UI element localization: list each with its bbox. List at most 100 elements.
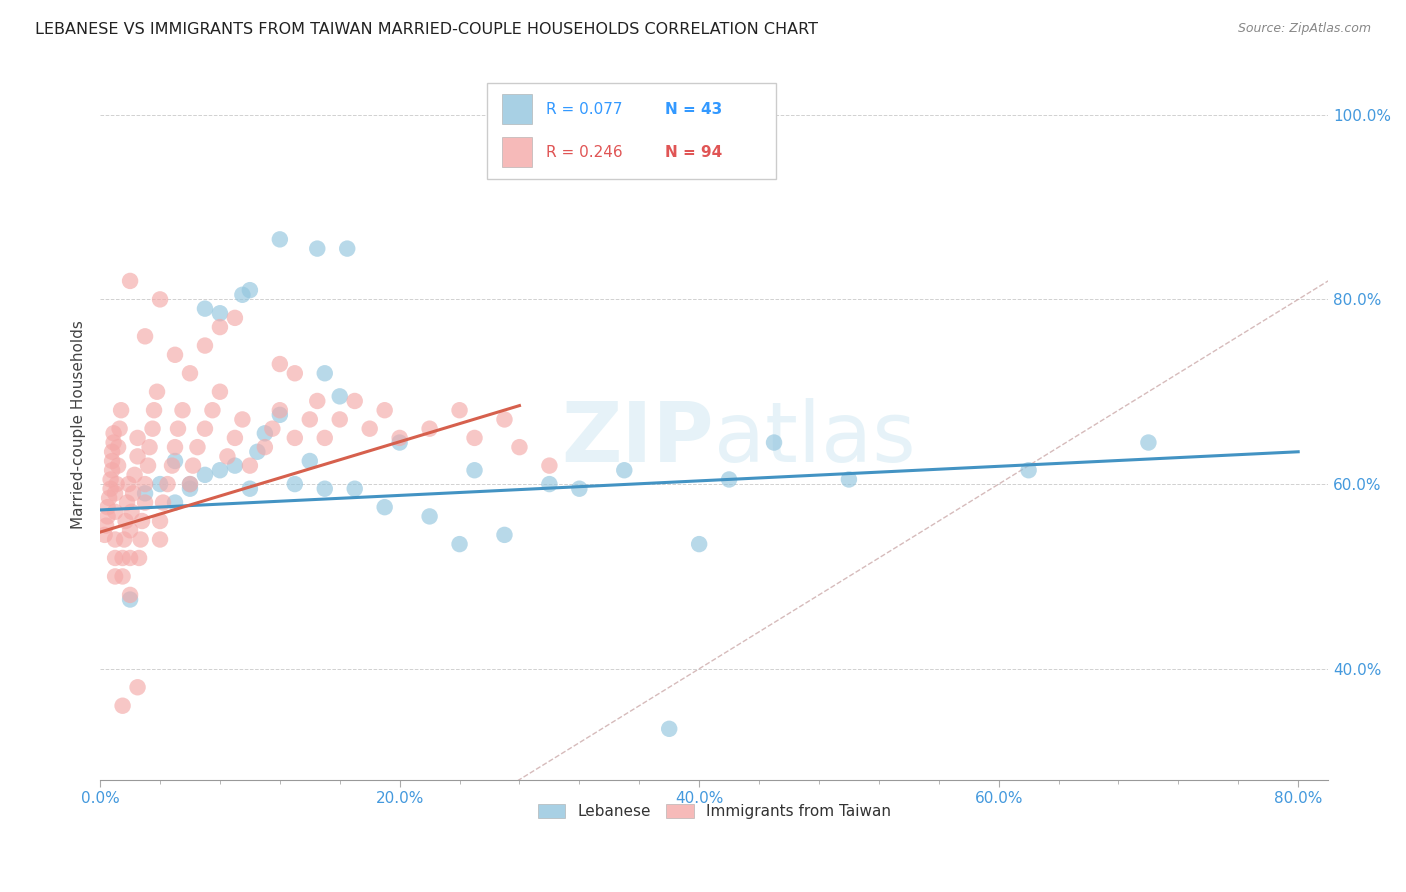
Point <box>134 329 156 343</box>
Point <box>494 412 516 426</box>
Point <box>613 463 636 477</box>
Y-axis label: Married-couple Households: Married-couple Households <box>72 319 86 528</box>
Point <box>1018 463 1040 477</box>
Point <box>374 403 396 417</box>
Point <box>494 528 516 542</box>
Point <box>239 482 262 496</box>
Point <box>163 440 186 454</box>
Point <box>298 412 321 426</box>
Point <box>141 422 163 436</box>
Point <box>93 528 115 542</box>
Point <box>307 394 329 409</box>
Point <box>152 495 174 509</box>
Point <box>100 473 122 487</box>
Point <box>160 458 183 473</box>
Point <box>343 482 366 496</box>
Point <box>127 431 149 445</box>
Point <box>101 463 124 477</box>
Text: Source: ZipAtlas.com: Source: ZipAtlas.com <box>1237 22 1371 36</box>
Point <box>217 450 239 464</box>
Point <box>239 283 262 297</box>
Point <box>538 477 561 491</box>
Point <box>179 477 201 491</box>
Point <box>343 394 366 409</box>
Point <box>208 463 231 477</box>
Bar <box>502 95 533 124</box>
Point <box>163 348 186 362</box>
Point <box>262 422 284 436</box>
Point <box>129 533 152 547</box>
Point <box>419 422 441 436</box>
Point <box>763 435 786 450</box>
Point <box>718 473 741 487</box>
Point <box>179 366 201 380</box>
Point <box>117 477 139 491</box>
Point <box>124 467 146 482</box>
Point <box>314 431 336 445</box>
Point <box>127 680 149 694</box>
Point <box>163 495 186 509</box>
Point <box>105 477 128 491</box>
Point <box>239 458 262 473</box>
Point <box>201 403 224 417</box>
Point <box>688 537 710 551</box>
Point <box>120 551 142 566</box>
Point <box>374 500 396 515</box>
Point <box>538 458 561 473</box>
Point <box>110 403 132 417</box>
Point <box>104 505 127 519</box>
Point <box>128 551 150 566</box>
Point <box>388 431 411 445</box>
Point <box>284 477 307 491</box>
Point <box>336 242 359 256</box>
Point <box>658 722 681 736</box>
Point <box>231 412 253 426</box>
Point <box>208 320 231 334</box>
Point <box>104 569 127 583</box>
Point <box>284 431 307 445</box>
Point <box>146 384 169 399</box>
Point <box>307 242 329 256</box>
Point <box>508 440 530 454</box>
Point <box>131 514 153 528</box>
Text: R = 0.077: R = 0.077 <box>546 102 623 117</box>
Point <box>97 509 120 524</box>
FancyBboxPatch shape <box>486 83 776 178</box>
Point <box>359 422 381 436</box>
Point <box>179 482 201 496</box>
Point <box>163 454 186 468</box>
Point <box>269 232 291 246</box>
Text: ZIP: ZIP <box>561 398 714 479</box>
Point <box>208 306 231 320</box>
Point <box>208 384 231 399</box>
Point <box>104 533 127 547</box>
Point <box>181 458 204 473</box>
Point <box>115 495 138 509</box>
Point <box>122 486 145 500</box>
Point <box>149 477 172 491</box>
Point <box>269 403 291 417</box>
Point <box>172 403 194 417</box>
Point <box>314 366 336 380</box>
Point <box>463 431 485 445</box>
Point <box>449 403 471 417</box>
Point <box>463 463 485 477</box>
Point <box>269 357 291 371</box>
Point <box>224 458 246 473</box>
Point <box>111 698 134 713</box>
Point <box>186 440 208 454</box>
Point <box>1137 435 1160 450</box>
Point <box>114 514 136 528</box>
Point <box>388 435 411 450</box>
Point <box>253 440 276 454</box>
Point <box>149 293 172 307</box>
Point <box>104 486 127 500</box>
Text: LEBANESE VS IMMIGRANTS FROM TAIWAN MARRIED-COUPLE HOUSEHOLDS CORRELATION CHART: LEBANESE VS IMMIGRANTS FROM TAIWAN MARRI… <box>35 22 818 37</box>
Text: N = 43: N = 43 <box>665 102 723 117</box>
Point <box>134 495 156 509</box>
Point <box>224 431 246 445</box>
Point <box>107 458 129 473</box>
Point <box>111 551 134 566</box>
Point <box>136 458 159 473</box>
Point <box>194 338 217 352</box>
